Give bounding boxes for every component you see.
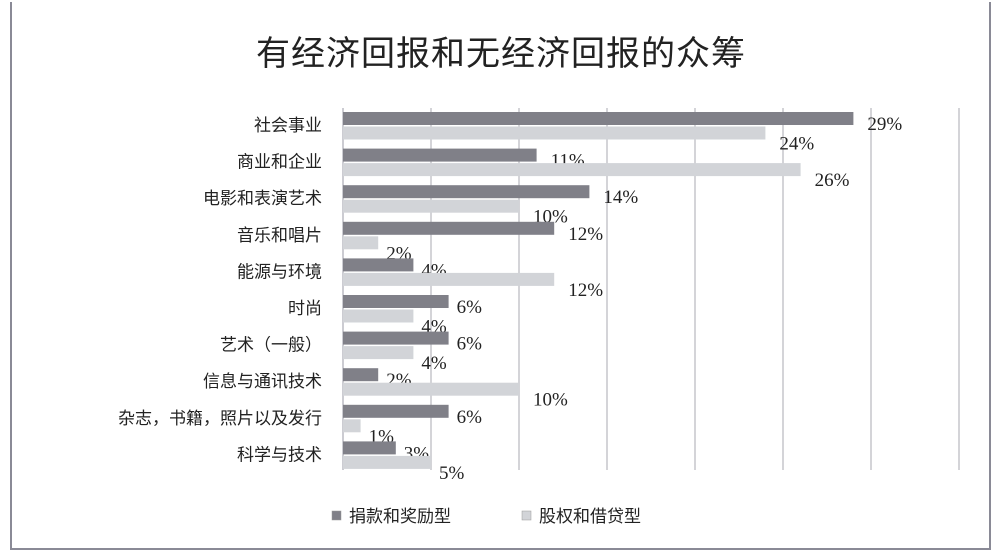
data-label: 14% — [603, 187, 638, 208]
bar-donation-reward — [343, 112, 854, 125]
category-label: 科学与技术 — [237, 445, 322, 465]
legend-swatch — [521, 510, 532, 521]
bar-equity-lending — [343, 199, 519, 213]
category-label: 社会事业 — [254, 116, 322, 136]
category-label: 杂志，书籍，照片以及发行 — [118, 409, 322, 429]
data-label: 6% — [457, 407, 483, 428]
bar-equity-lending — [343, 346, 414, 360]
bar-donation-reward — [343, 331, 449, 345]
chart-title: 有经济回报和无经济回报的众筹 — [256, 34, 746, 74]
chart-frame — [10, 2, 991, 550]
category-label: 艺术（一般） — [220, 336, 322, 356]
data-label: 4% — [421, 353, 447, 374]
data-label: 29% — [867, 114, 902, 135]
data-label: 26% — [815, 170, 850, 191]
data-label: 24% — [779, 134, 814, 155]
bar-donation-reward — [343, 221, 555, 235]
bar-donation-reward — [343, 295, 449, 308]
data-label: 5% — [439, 463, 465, 484]
bar-equity-lending — [343, 126, 766, 140]
category-label: 电影和表演艺术 — [203, 189, 322, 209]
bar-equity-lending — [343, 309, 414, 323]
legend-swatch — [331, 510, 342, 521]
bar-donation-reward — [343, 404, 449, 418]
bar-donation-reward — [343, 185, 590, 199]
data-label: 6% — [457, 297, 483, 318]
category-label: 商业和企业 — [237, 153, 322, 173]
data-label: 6% — [457, 334, 483, 355]
legend-label: 股权和借贷型 — [539, 507, 641, 527]
category-label: 时尚 — [288, 299, 322, 319]
bar-donation-reward — [343, 368, 379, 382]
bar-equity-lending — [343, 455, 431, 469]
bar-donation-reward — [343, 258, 414, 272]
bar-donation-reward — [343, 441, 396, 455]
bar-equity-lending — [343, 163, 801, 177]
data-label: 12% — [568, 224, 603, 245]
data-label: 12% — [568, 280, 603, 301]
category-label: 信息与通讯技术 — [203, 372, 322, 392]
bar-equity-lending — [343, 236, 379, 250]
legend-label: 捐款和奖励型 — [349, 507, 451, 527]
bar-equity-lending — [343, 272, 555, 286]
category-label: 音乐和唱片 — [237, 226, 322, 246]
bar-equity-lending — [343, 419, 361, 433]
data-label: 10% — [533, 390, 568, 411]
bar-donation-reward — [343, 148, 537, 162]
bar-equity-lending — [343, 382, 519, 396]
category-label: 能源与环境 — [237, 262, 322, 282]
